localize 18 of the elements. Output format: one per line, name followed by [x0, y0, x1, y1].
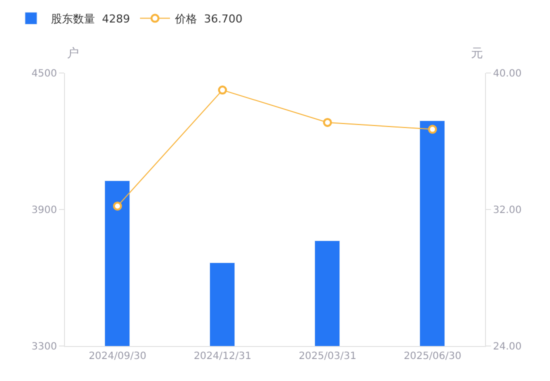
y2-tick-label: 24.00 [493, 342, 522, 352]
y-tick-label: 3300 [32, 342, 57, 352]
y2-tick-label: 40.00 [493, 68, 522, 80]
point [323, 118, 332, 127]
y2-axis-title: 元 [471, 46, 483, 60]
x-tick-label: 2025/06/30 [404, 351, 462, 362]
legend-label: 价格 36.700 [174, 12, 242, 26]
legend-label: 股东数量 4289 [51, 12, 130, 26]
y-tick-label: 3900 [32, 205, 57, 216]
point [428, 124, 437, 134]
x-tick-label: 2025/03/31 [298, 351, 356, 362]
point [218, 86, 227, 95]
y-axis-title: 户 [67, 46, 79, 60]
x-tick-label: 2024/12/31 [194, 351, 252, 362]
point [113, 202, 122, 211]
y2-tick-label: 32.00 [493, 205, 522, 216]
y-tick-label: 4500 [32, 68, 57, 80]
x-tick-label: 2024/09/30 [88, 351, 146, 362]
